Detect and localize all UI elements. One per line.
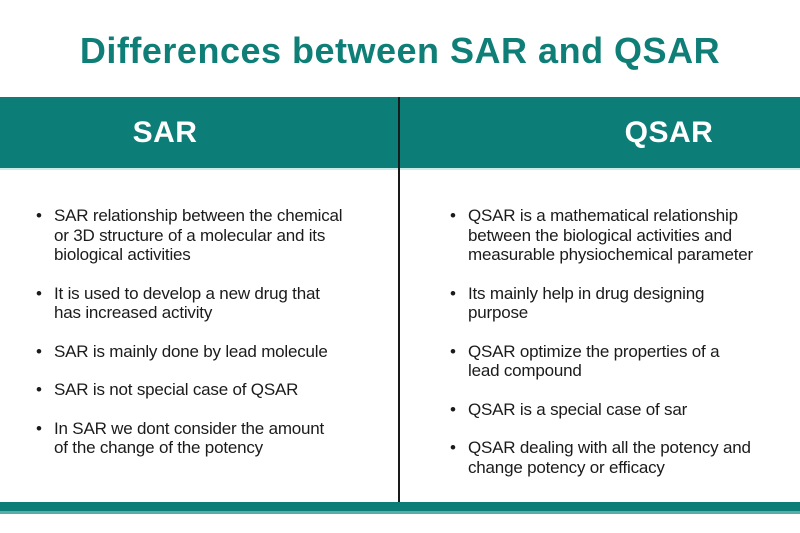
bullet-icon: •: [450, 283, 456, 303]
list-item-text: QSAR dealing with all the potency and cha…: [468, 438, 751, 477]
bullet-icon: •: [450, 206, 456, 225]
list-item: • Its mainly help in drug designing purpos…: [446, 284, 786, 323]
column-divider-line: [398, 97, 400, 502]
bullet-icon: •: [36, 283, 42, 303]
column-header-qsar: QSAR: [624, 115, 714, 149]
list-item-text: In SAR we dont consider the amount of the…: [54, 418, 325, 458]
table-header-row: SAR QSAR: [0, 97, 800, 170]
list-item-text: QSAR is a mathematical relationship betwe…: [468, 206, 753, 264]
list-item-text: SAR is not special case of QSAR: [54, 380, 299, 399]
list-item: • QSAR optimize the properties of a lead c…: [446, 342, 786, 381]
bullet-icon: •: [36, 380, 42, 399]
list-item: • In SAR we dont consider the amount of th…: [32, 419, 362, 458]
sar-bullet-list: • SAR relationship between the chemical or…: [32, 206, 362, 477]
list-item: • SAR is mainly done by lead molecule: [32, 342, 362, 362]
list-item: • It is used to develop a new drug that ha…: [32, 284, 362, 323]
column-header-sar: SAR: [132, 115, 198, 149]
list-item-text: Its mainly help in drug designing purpose: [468, 283, 705, 323]
bullet-icon: •: [450, 341, 456, 361]
list-item-text: SAR relationship between the chemical or …: [54, 206, 343, 264]
bottom-accent-bar: [0, 502, 800, 514]
bullet-icon: •: [36, 341, 42, 361]
list-item: • QSAR is a mathematical relationship betw…: [446, 206, 786, 265]
page-title: Differences between SAR and QSAR: [79, 30, 721, 71]
list-item: • SAR is not special case of QSAR: [32, 380, 362, 400]
list-item-text: SAR is mainly done by lead molecule: [54, 341, 328, 361]
bullet-icon: •: [36, 206, 42, 225]
bullet-icon: •: [450, 438, 456, 457]
qsar-bullet-list: • QSAR is a mathematical relationship betw…: [446, 206, 786, 496]
bullet-icon: •: [450, 399, 456, 419]
list-item-text: QSAR optimize the properties of a lead co…: [468, 341, 720, 381]
list-item: • QSAR dealing with all the potency and ch…: [446, 438, 786, 477]
list-item-text: It is used to develop a new drug that has…: [54, 283, 320, 323]
list-item: • SAR relationship between the chemical or…: [32, 206, 362, 265]
list-item: • QSAR is a special case of sar: [446, 400, 786, 420]
list-item-text: QSAR is a special case of sar: [468, 399, 688, 419]
bullet-icon: •: [36, 418, 42, 438]
